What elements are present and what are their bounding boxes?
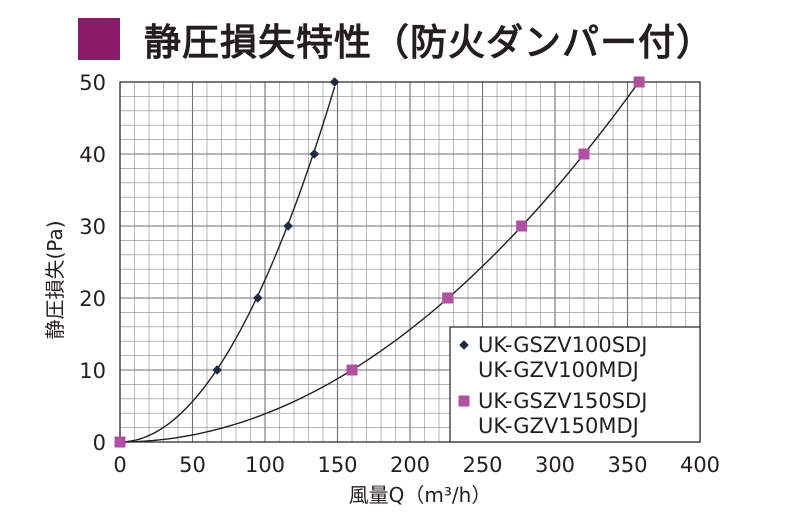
series-2-point bbox=[516, 220, 528, 232]
series-1-point bbox=[283, 221, 294, 231]
series-2-point bbox=[578, 148, 590, 160]
plot-frame bbox=[119, 81, 701, 443]
series-1-point bbox=[212, 365, 222, 375]
y-tick-label: 0 bbox=[93, 431, 106, 455]
y-axis-label: 静圧損失(Pa) bbox=[43, 220, 67, 339]
y-tick-label: 50 bbox=[79, 71, 106, 95]
x-tick-label: 200 bbox=[390, 453, 430, 477]
x-tick-label: 250 bbox=[462, 453, 502, 477]
series-2-point bbox=[346, 364, 358, 376]
x-tick-label: 300 bbox=[535, 453, 575, 477]
y-tick-label: 40 bbox=[79, 143, 106, 167]
x-tick-label: 0 bbox=[113, 453, 126, 477]
chart-title: 静圧損失特性（防火ダンパー付） bbox=[144, 21, 714, 64]
x-tick-label: 350 bbox=[607, 453, 647, 477]
series-2-point bbox=[114, 436, 126, 448]
series-2-point bbox=[633, 76, 645, 88]
legend-label: UK-GSZV100SDJ bbox=[478, 333, 647, 357]
x-tick-label: 100 bbox=[245, 453, 285, 477]
x-tick-labels: 0 50 100 150 200 250 300 350 400 bbox=[113, 453, 720, 477]
legend-box bbox=[449, 326, 701, 443]
x-axis-label: 風量Q（m³/h） bbox=[349, 483, 492, 507]
y-tick-label: 10 bbox=[79, 359, 106, 383]
legend-marker-square bbox=[458, 395, 470, 407]
legend-label: UK-GSZV150SDJ bbox=[478, 389, 647, 413]
legend-label: UK-GZV150MDJ bbox=[478, 414, 639, 438]
x-tick-label: 150 bbox=[317, 453, 357, 477]
y-tick-label: 30 bbox=[79, 215, 106, 239]
series-2-line bbox=[119, 81, 640, 443]
chart-title-bar: 静圧損失特性（防火ダンパー付） bbox=[78, 14, 714, 64]
series-1-line bbox=[119, 86, 336, 443]
y-tick-labels: 0 10 20 30 40 50 bbox=[79, 71, 106, 455]
title-marker-square bbox=[78, 18, 120, 60]
x-tick-label: 50 bbox=[179, 453, 206, 477]
series-curves bbox=[119, 81, 640, 443]
x-tick-label: 400 bbox=[680, 453, 720, 477]
y-tick-label: 20 bbox=[79, 287, 106, 311]
series-2-point bbox=[442, 292, 454, 304]
series-1-point bbox=[309, 149, 320, 159]
legend-label: UK-GZV100MDJ bbox=[478, 358, 639, 382]
